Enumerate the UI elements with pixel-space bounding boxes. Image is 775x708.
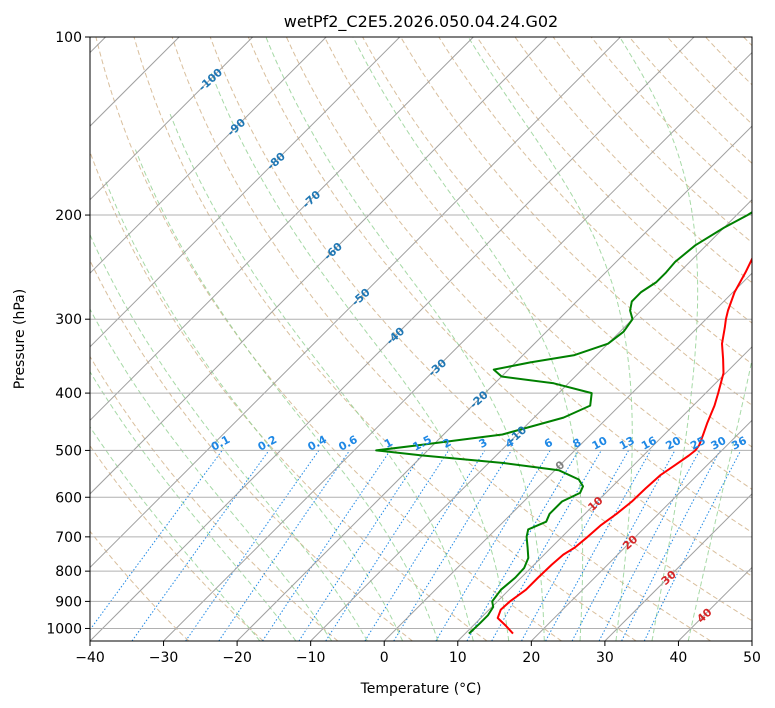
y-tick-label: 900 bbox=[55, 594, 82, 610]
moist-adiabat bbox=[687, 357, 752, 641]
y-tick-label: 200 bbox=[55, 208, 82, 224]
isotherm-line bbox=[604, 493, 752, 641]
isotherm-line bbox=[90, 37, 621, 569]
y-tick-label: 600 bbox=[55, 490, 82, 506]
mixing-ratio-line bbox=[185, 450, 320, 641]
moist-adiabat bbox=[210, 72, 510, 641]
dry-adiabat bbox=[90, 150, 488, 641]
x-axis-label: Temperature (°C) bbox=[360, 681, 482, 697]
dewpoint-profile-line bbox=[375, 211, 752, 635]
x-tick-label: 40 bbox=[670, 650, 688, 666]
x-tick-label: −10 bbox=[296, 650, 326, 666]
x-tick-label: 20 bbox=[522, 650, 540, 666]
mixing-ratio-label: 13 bbox=[617, 434, 637, 453]
x-tick-label: −20 bbox=[222, 650, 252, 666]
mixing-ratio-label: 36 bbox=[729, 434, 749, 453]
plot-frame bbox=[89, 36, 753, 642]
moist-adiabat bbox=[90, 233, 368, 641]
mixing-ratio-line bbox=[521, 450, 630, 641]
mixing-ratio-line bbox=[325, 450, 450, 641]
dry-adiabat bbox=[324, 37, 752, 490]
mixing-ratio-line bbox=[621, 450, 721, 641]
isotherm-line bbox=[457, 346, 752, 641]
mixing-ratio-line bbox=[364, 450, 486, 641]
dry-adiabat bbox=[171, 37, 712, 641]
dry-adiabat bbox=[400, 37, 752, 406]
dry-adiabat bbox=[90, 355, 339, 641]
dry-adiabat bbox=[476, 37, 752, 324]
temperature-profile-line bbox=[496, 256, 752, 635]
isotherm-line bbox=[383, 272, 752, 641]
moist-adiabat bbox=[104, 180, 404, 641]
y-axis-label: Pressure (hPa) bbox=[12, 289, 28, 389]
x-tick-label: −40 bbox=[75, 650, 105, 666]
dry-adiabat bbox=[95, 37, 562, 641]
mixing-ratio-line bbox=[90, 450, 223, 631]
y-tick-label: 1000 bbox=[46, 621, 82, 637]
y-tick-label: 300 bbox=[55, 312, 82, 328]
mixing-ratio-label: 20 bbox=[663, 434, 683, 453]
x-tick-label: 30 bbox=[596, 650, 614, 666]
moist-adiabat bbox=[90, 308, 333, 641]
x-tick-label: 10 bbox=[449, 650, 467, 666]
isotherm-line bbox=[90, 37, 474, 422]
x-axis: −40 −30 −20 −10 0 10 20 30 40 50 bbox=[75, 641, 761, 666]
isotherm-line bbox=[90, 37, 695, 641]
mixing-ratio-line bbox=[131, 450, 270, 641]
background-lines bbox=[90, 37, 752, 641]
isotherm-line bbox=[530, 419, 752, 641]
dry-adiabat bbox=[247, 37, 752, 577]
moist-adiabat bbox=[90, 370, 297, 641]
dry-adiabat bbox=[514, 37, 752, 284]
isotherm-line bbox=[90, 37, 548, 495]
mixing-ratio-label: 16 bbox=[639, 434, 659, 453]
moist-adiabat bbox=[352, 37, 584, 641]
mixing-ratio-line bbox=[435, 450, 551, 641]
mixing-ratio-label: 10 bbox=[590, 434, 610, 453]
y-tick-label: 500 bbox=[55, 443, 82, 459]
mixing-ratio-line bbox=[218, 450, 351, 641]
chart-title: wetPf2_C2E5.2026.050.04.24.G02 bbox=[284, 12, 558, 32]
x-tick-label: −30 bbox=[149, 650, 179, 666]
moist-adiabat bbox=[467, 37, 633, 641]
moist-adiabat bbox=[169, 113, 474, 641]
x-tick-label: 50 bbox=[743, 650, 761, 666]
dry-adiabat bbox=[133, 37, 637, 641]
isotherm-line bbox=[90, 37, 327, 274]
dry-adiabat bbox=[90, 530, 190, 641]
mixing-ratio-line bbox=[262, 450, 391, 641]
y-tick-label: 700 bbox=[55, 530, 82, 546]
dry-adiabat bbox=[90, 444, 264, 641]
mixing-ratio-line bbox=[571, 450, 676, 641]
mixing-ratio-label: 25 bbox=[688, 434, 708, 453]
dry-adiabat bbox=[209, 37, 752, 622]
y-axis: 100 200 300 400 500 600 700 800 900 1000 bbox=[46, 30, 90, 637]
mixing-ratio-label: 30 bbox=[709, 434, 729, 453]
isotherm-line bbox=[90, 37, 401, 348]
y-tick-label: 800 bbox=[55, 564, 82, 580]
mixing-ratio-line bbox=[643, 450, 742, 641]
mixing-ratio-line bbox=[598, 450, 701, 641]
moist-adiabat bbox=[265, 37, 545, 641]
y-tick-label: 100 bbox=[55, 30, 82, 46]
isotherm-line bbox=[90, 37, 254, 201]
moist-adiabat bbox=[619, 37, 699, 641]
mixing-ratio-line bbox=[298, 450, 425, 641]
mixing-ratio-line bbox=[393, 450, 512, 641]
isotherm-line bbox=[163, 51, 752, 641]
mixing-ratio-line bbox=[545, 450, 652, 641]
y-tick-label: 400 bbox=[55, 386, 82, 402]
x-tick-label: 0 bbox=[380, 650, 389, 666]
isotherm-line bbox=[236, 125, 752, 641]
profile-series bbox=[375, 211, 752, 635]
